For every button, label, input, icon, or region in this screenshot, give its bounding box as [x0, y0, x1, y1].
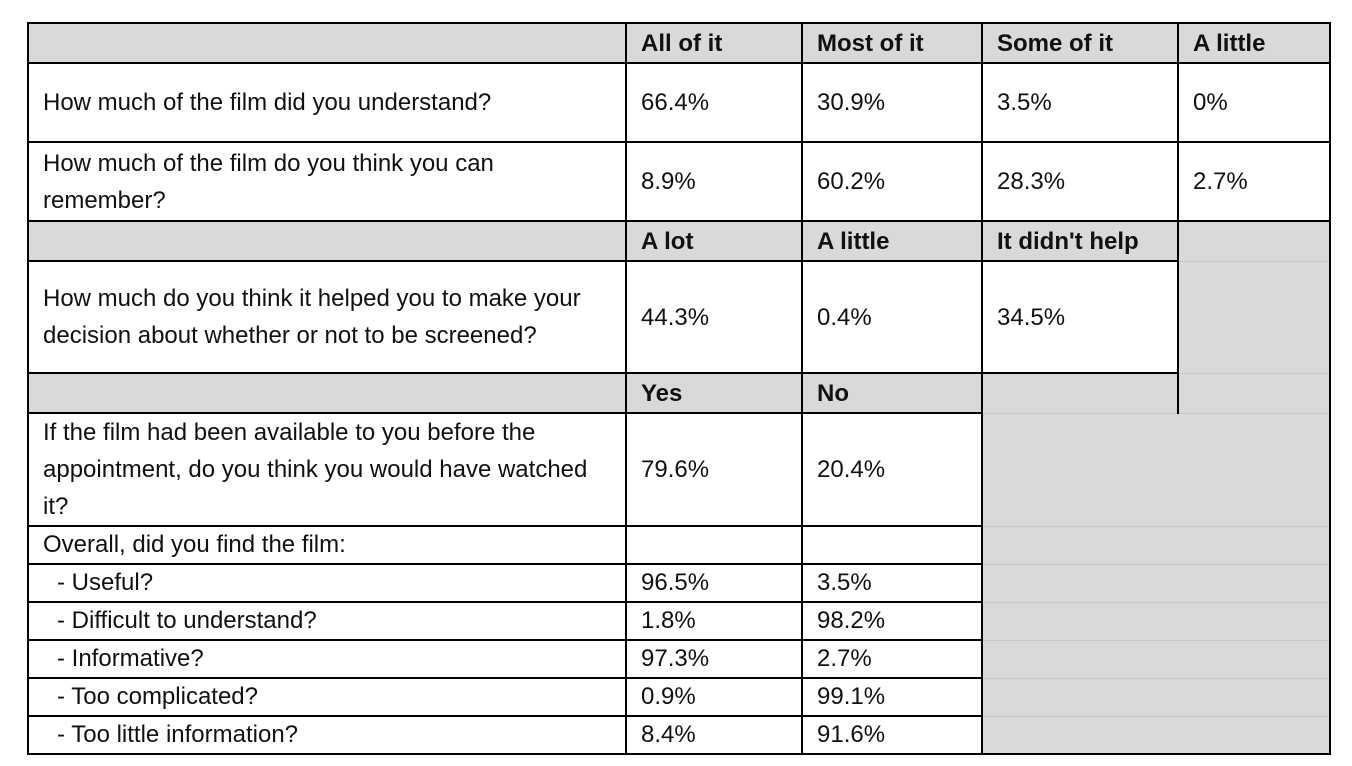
value-cell: 0% — [1177, 62, 1331, 143]
value-cell: 66.4% — [625, 62, 803, 143]
overall-item-informative: - Informative? — [27, 639, 627, 679]
value-cell: 3.5% — [981, 62, 1179, 143]
header-blank-cell — [27, 22, 627, 64]
table-row: - Difficult to understand? 1.8% 98.2% — [27, 601, 1331, 641]
gray-filler-cell — [1177, 260, 1331, 374]
header-row-yes-no: Yes No — [27, 372, 1331, 414]
value-cell: 44.3% — [625, 260, 803, 374]
question-overall: Overall, did you find the film: — [27, 525, 627, 565]
value-cell: 2.7% — [1177, 141, 1331, 222]
value-cell: 0.4% — [801, 260, 983, 374]
value-cell — [801, 525, 983, 565]
table-row: How much of the film did you understand?… — [27, 62, 1331, 143]
header-row-helpfulness: A lot A little It didn't help — [27, 220, 1331, 262]
value-cell: 99.1% — [801, 677, 983, 717]
question-helped-decision: How much do you think it helped you to m… — [27, 260, 627, 374]
gray-filler-cell — [981, 412, 1331, 527]
header-a-little: A little — [1177, 22, 1331, 64]
value-cell: 91.6% — [801, 715, 983, 755]
table-row: - Too little information? 8.4% 91.6% — [27, 715, 1331, 755]
header-a-little: A little — [801, 220, 983, 262]
gray-filler-cell — [981, 563, 1331, 603]
gray-filler-cell — [1177, 220, 1331, 261]
value-cell: 8.9% — [625, 141, 803, 222]
table-row: If the film had been available to you be… — [27, 412, 1331, 527]
gray-filler-cell — [1177, 372, 1331, 414]
table-row: How much of the film do you think you ca… — [27, 141, 1331, 222]
value-cell — [625, 525, 803, 565]
value-cell: 97.3% — [625, 639, 803, 679]
question-would-have-watched: If the film had been available to you be… — [27, 412, 627, 527]
header-blank-cell — [27, 220, 627, 262]
overall-item-complicated: - Too complicated? — [27, 677, 627, 717]
gray-filler-cell — [981, 372, 1179, 414]
question-remember: How much of the film do you think you ca… — [27, 141, 627, 222]
value-cell: 60.2% — [801, 141, 983, 222]
value-cell: 20.4% — [801, 412, 983, 527]
table-row: - Informative? 97.3% 2.7% — [27, 639, 1331, 679]
question-understand: How much of the film did you understand? — [27, 62, 627, 143]
value-cell: 0.9% — [625, 677, 803, 717]
header-no: No — [801, 372, 983, 414]
table-row: - Too complicated? 0.9% 99.1% — [27, 677, 1331, 717]
table-row: - Useful? 96.5% 3.5% — [27, 563, 1331, 603]
overall-item-useful: - Useful? — [27, 563, 627, 603]
value-cell: 3.5% — [801, 563, 983, 603]
value-cell: 8.4% — [625, 715, 803, 755]
table-row: How much do you think it helped you to m… — [27, 260, 1331, 374]
header-all-of-it: All of it — [625, 22, 803, 64]
value-cell: 34.5% — [981, 260, 1179, 374]
overall-item-too-little-info: - Too little information? — [27, 715, 627, 755]
header-blank-cell — [27, 372, 627, 414]
gray-filler-cell — [981, 677, 1331, 717]
gray-filler-cell — [981, 715, 1331, 755]
value-cell: 2.7% — [801, 639, 983, 679]
header-most-of-it: Most of it — [801, 22, 983, 64]
header-a-lot: A lot — [625, 220, 803, 262]
header-it-didnt-help: It didn't help — [981, 220, 1179, 262]
gray-filler-cell — [981, 525, 1331, 565]
header-some-of-it: Some of it — [981, 22, 1179, 64]
value-cell: 98.2% — [801, 601, 983, 641]
overall-item-difficult: - Difficult to understand? — [27, 601, 627, 641]
table-row: Overall, did you find the film: — [27, 525, 1331, 565]
gray-filler-cell — [981, 639, 1331, 679]
header-yes: Yes — [625, 372, 803, 414]
value-cell: 28.3% — [981, 141, 1179, 222]
survey-results-table: All of it Most of it Some of it A little… — [27, 22, 1331, 755]
value-cell: 79.6% — [625, 412, 803, 527]
value-cell: 1.8% — [625, 601, 803, 641]
value-cell: 96.5% — [625, 563, 803, 603]
gray-filler-cell — [981, 601, 1331, 641]
value-cell: 30.9% — [801, 62, 983, 143]
header-row-understanding: All of it Most of it Some of it A little — [27, 22, 1331, 64]
